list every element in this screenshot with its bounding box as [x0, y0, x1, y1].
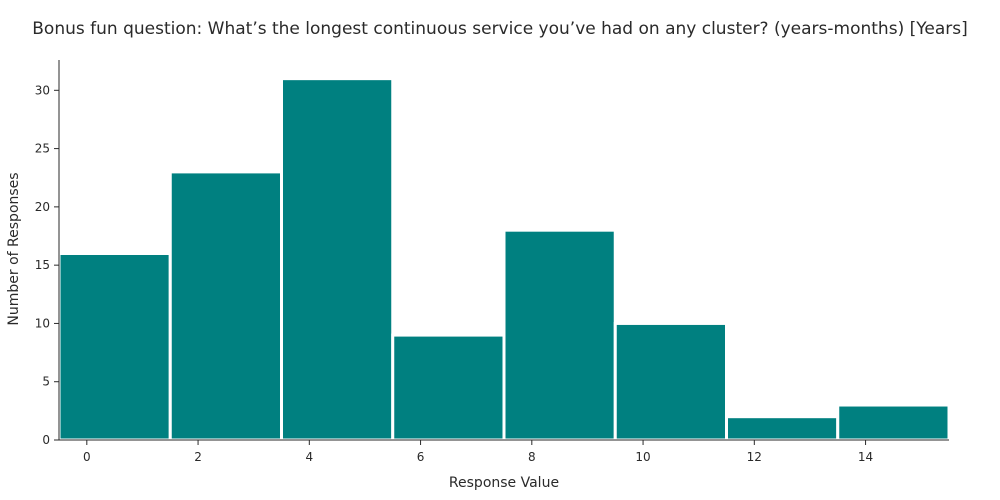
chart-title: Bonus fun question: What’s the longest c… [32, 19, 968, 39]
y-axis-title: Number of Responses [6, 172, 22, 325]
y-tick-label-1: 5 [42, 375, 50, 389]
x-tick-label-5: 10 [635, 450, 650, 464]
bar-0 [57, 251, 172, 442]
y-tick-label-0: 0 [42, 433, 50, 447]
x-ticks: 0 2 4 6 8 10 12 14 [83, 440, 873, 464]
x-tick-label-3: 6 [417, 450, 425, 464]
x-tick-label-6: 12 [747, 450, 762, 464]
bar-2 [280, 77, 395, 442]
x-tick-label-4: 8 [528, 450, 536, 464]
x-tick-label-1: 2 [194, 450, 202, 464]
x-tick-label-2: 4 [305, 450, 313, 464]
bar-6 [725, 415, 840, 442]
bar-7 [836, 403, 951, 442]
x-tick-label-0: 0 [83, 450, 91, 464]
y-tick-label-5: 25 [35, 142, 50, 156]
bar-1 [168, 170, 283, 442]
x-axis-title: Response Value [449, 475, 559, 491]
y-tick-label-4: 20 [35, 200, 50, 214]
bar-3 [391, 333, 506, 442]
y-tick-label-3: 15 [35, 258, 50, 272]
bar-4 [502, 228, 617, 442]
y-tick-label-2: 10 [35, 316, 50, 330]
bars [57, 77, 951, 442]
y-tick-label-6: 30 [35, 83, 50, 97]
bar-5 [613, 321, 728, 442]
x-tick-label-7: 14 [858, 450, 873, 464]
y-ticks: 0 5 10 15 20 25 30 [35, 83, 59, 447]
